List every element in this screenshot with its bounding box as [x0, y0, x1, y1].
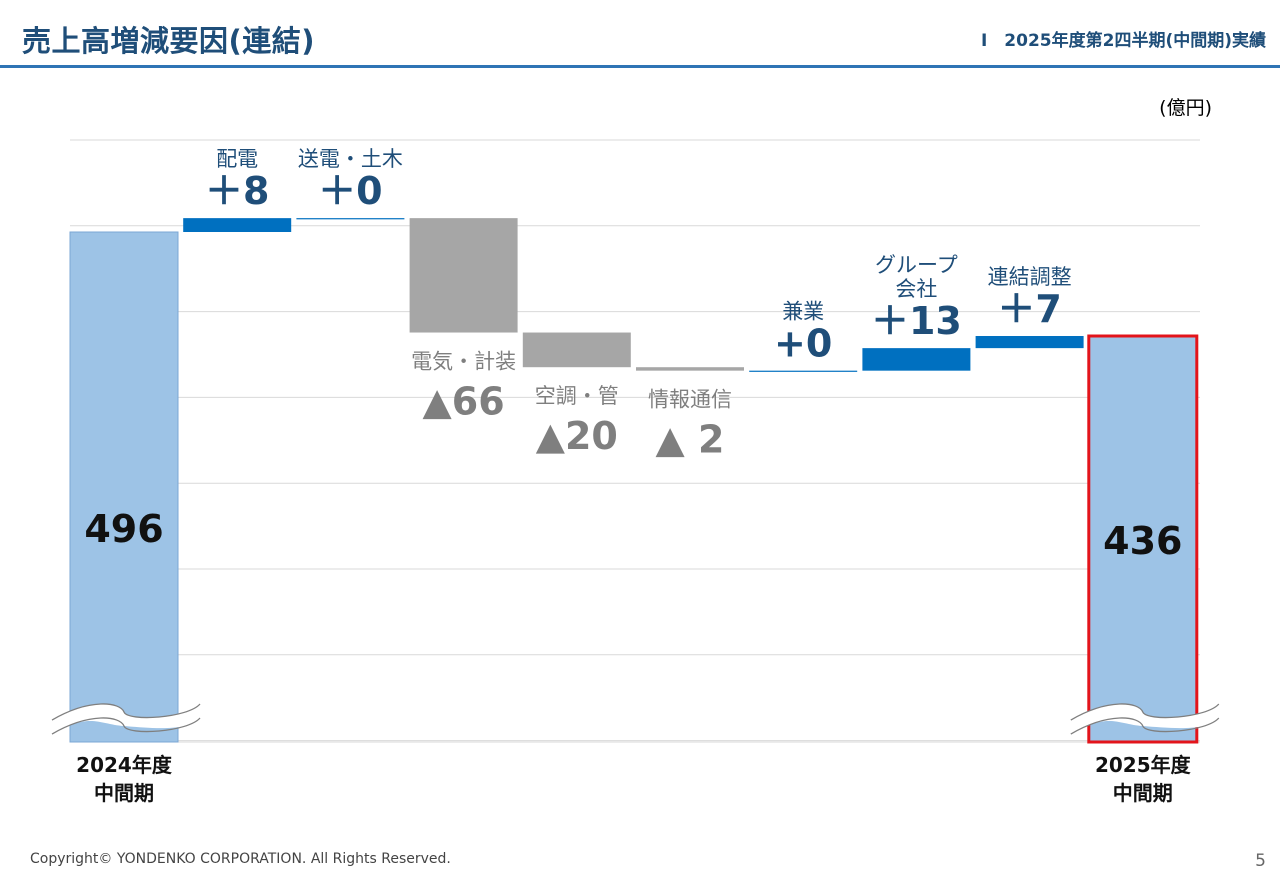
axis-break-fill [1070, 703, 1219, 734]
category-label: 情報通信 [648, 388, 732, 412]
increase-value-label: ＋7 [997, 287, 1061, 331]
increase-bar [183, 218, 292, 232]
total-bar [1087, 334, 1199, 744]
category-label: 電気・計装 [411, 350, 516, 374]
increase-bar [975, 336, 1084, 349]
section-label: Ⅰ 2025年度第2四半期(中間期)実績 [980, 31, 1266, 51]
header-rule [0, 65, 1280, 68]
increase-bar [296, 218, 405, 220]
increase-value-label: ＋8 [205, 169, 269, 213]
category-label: 2024年度中間期 [76, 753, 173, 805]
category-label: 2025年度中間期 [1095, 753, 1192, 805]
decrease-value-label: ▲66 [423, 380, 505, 424]
increase-value-label: ＋0 [318, 169, 382, 213]
total-value-label: 436 [1103, 519, 1182, 563]
copyright: Copyright© YONDENKO CORPORATION. All Rig… [30, 851, 451, 867]
total-value-label: 496 [84, 507, 163, 551]
increase-bar [862, 348, 971, 371]
total-bar [69, 231, 179, 743]
axis-break-line [1070, 703, 1220, 721]
category-label: 兼業 [782, 300, 824, 324]
category-label: 配電 [216, 147, 258, 171]
page-title: 売上高増減要因(連結) [22, 24, 316, 58]
axis-break-line [51, 703, 201, 721]
decrease-bar [409, 218, 518, 333]
axis-break-line [1070, 717, 1220, 735]
decrease-value-label: ▲ 2 [656, 418, 725, 462]
category-label: 空調・管 [535, 384, 619, 408]
decrease-bar [522, 332, 631, 368]
unit-label: (億円) [1159, 97, 1212, 119]
increase-value-label: +0 [774, 322, 832, 366]
decrease-bar [636, 367, 744, 371]
category-label: 送電・土木 [298, 147, 403, 171]
category-label: グループ会社 [875, 253, 958, 301]
increase-value-label: ＋13 [871, 299, 962, 343]
decrease-value-label: ▲20 [536, 414, 618, 458]
axis-break-line [51, 717, 201, 735]
axis-break-fill [52, 703, 200, 734]
category-label: 連結調整 [988, 265, 1072, 289]
page-number: 5 [1255, 851, 1266, 871]
increase-bar [749, 370, 858, 372]
